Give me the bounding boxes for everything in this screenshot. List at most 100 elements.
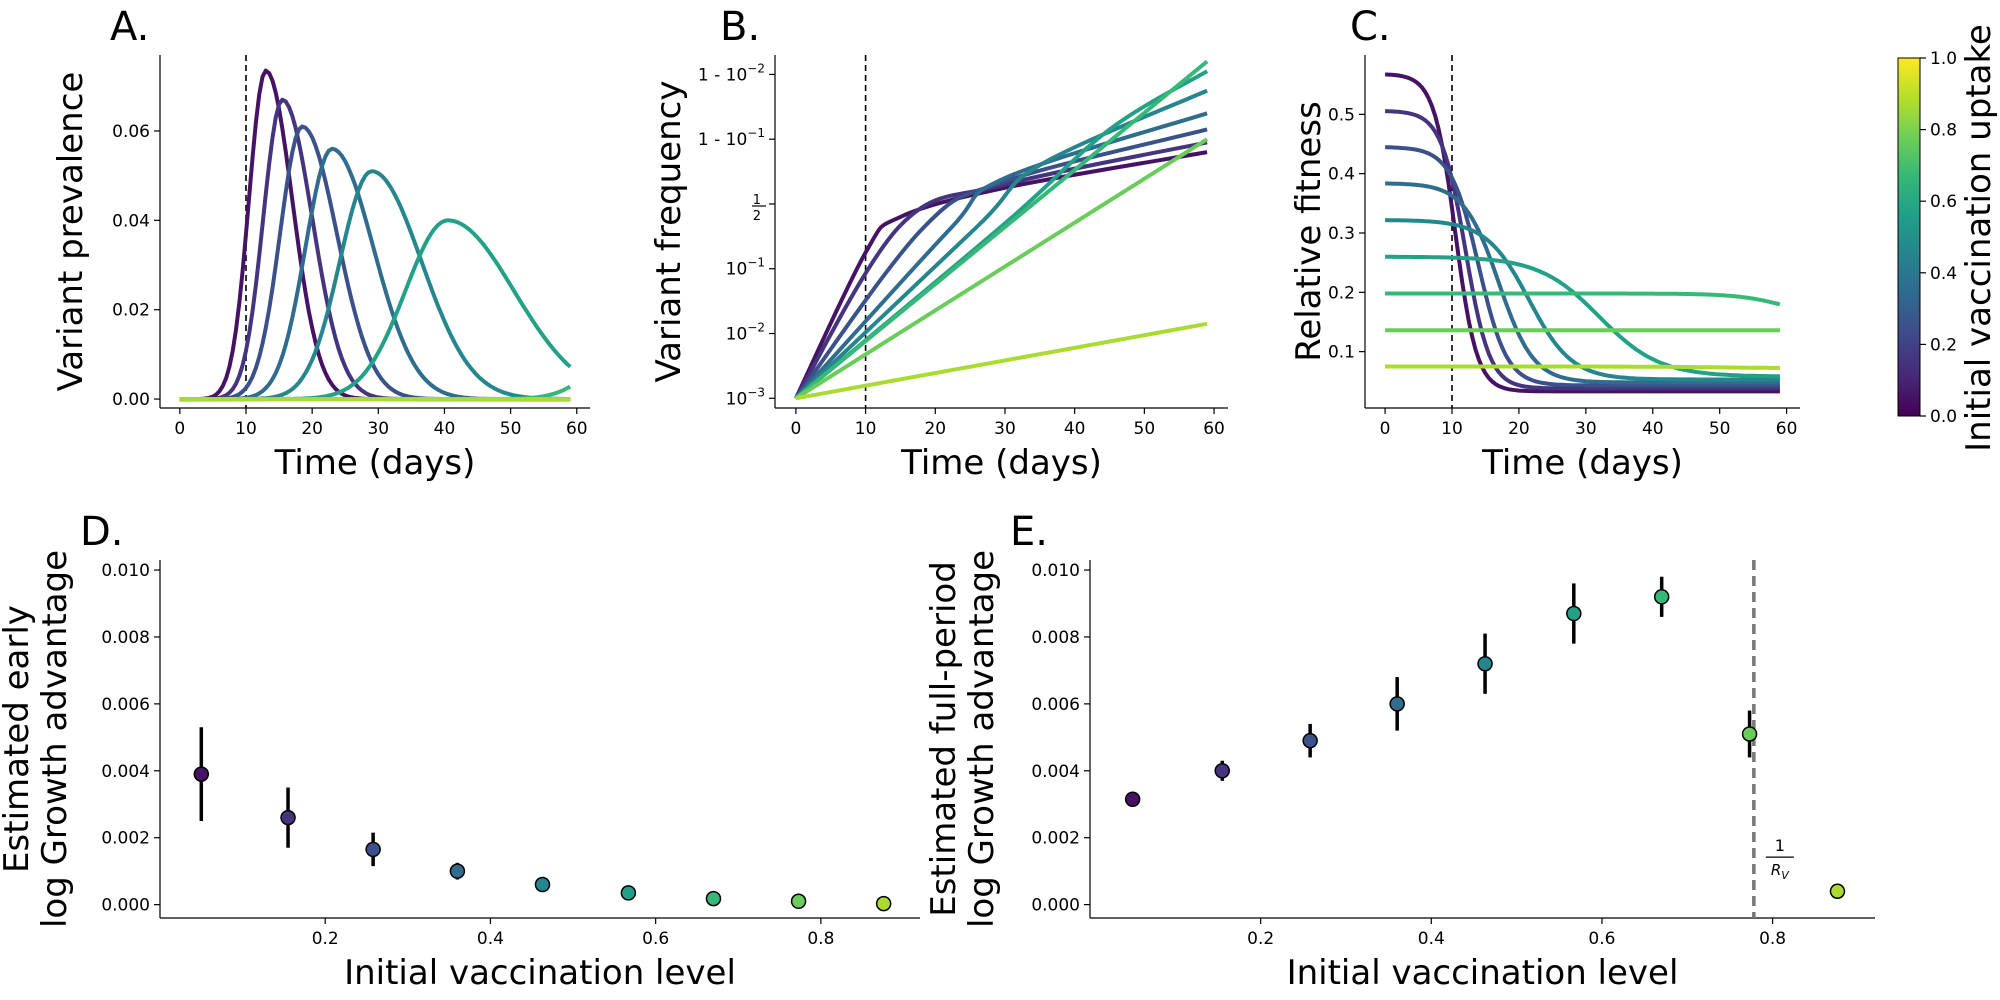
x-tick-label: 50	[1134, 419, 1156, 439]
y-tick-label: 0.06	[112, 122, 150, 142]
tick-base: 10	[726, 325, 748, 345]
x-tick-label: 60	[1776, 419, 1798, 439]
y-axis-label: Variant prevalence	[51, 72, 91, 392]
panel-label: E.	[1010, 509, 1048, 555]
data-point	[1653, 589, 1670, 605]
panels-layer: 0 10 20 30 40 50 600.000.020.040.06A.Time (day…	[0, 4, 1875, 993]
x-axis-label: Time (days)	[900, 443, 1102, 483]
y-tick-label: 10−2	[726, 321, 765, 345]
x-tick-label: 0	[790, 419, 801, 439]
colorbar-bar	[1897, 57, 1921, 417]
panel-4: 0.2 0.4 0.6 0.8 0.000 0.002 0.004 0.006 0.008 0.0…	[0, 509, 920, 993]
colorbar-tick-label: 0.8	[1930, 121, 1957, 141]
y-tick-label: 0.2	[1328, 283, 1355, 303]
x-tick-label: 0.2	[312, 929, 339, 949]
data-point	[365, 841, 381, 858]
x-axis-label: Initial vaccination level	[344, 953, 736, 993]
x-axis-label: Time (days)	[274, 443, 476, 483]
tick-exp: −3	[747, 385, 765, 399]
x-tick-label: 0.4	[477, 929, 504, 949]
y-tick-label: 10−1	[726, 256, 765, 280]
data-point	[1302, 732, 1318, 749]
x-tick-label: 20	[924, 419, 946, 439]
y-tick-label: 0.008	[101, 628, 150, 648]
x-tick-label: 0.4	[1418, 929, 1445, 949]
panel-3: 0 10 20 30 40 50 60 0.1 0.2 0.3 0.4 0.5 C. Time (days…	[1289, 4, 1800, 483]
data-point	[790, 893, 807, 910]
y-tick-label: 0.000	[101, 896, 150, 916]
colorbar-tick-label: 0.4	[1930, 264, 1957, 284]
y-tick-label: 1 - 10−1	[698, 126, 765, 150]
y-tick-label: 0.000	[1031, 896, 1080, 916]
colorbar-tick-label: 0.0	[1930, 407, 1957, 427]
y-axis-label: Estimated earlylog Growth advantage	[0, 550, 75, 928]
y-tick-label: 0.010	[1031, 561, 1080, 581]
panel-label: A.	[110, 4, 149, 50]
y-axis-label-line: log Growth advantage	[962, 550, 1002, 928]
colorbar-tick-label: 0.2	[1930, 335, 1957, 355]
tick-base: 10	[726, 260, 748, 280]
data-point	[1566, 605, 1582, 622]
data-point	[1477, 655, 1493, 672]
y-tick-label: 0.02	[112, 301, 150, 321]
y-tick-label: 0.008	[1031, 628, 1080, 648]
y-tick-label: 0.010	[101, 561, 150, 581]
series-line	[794, 137, 1209, 400]
panel-label: D.	[80, 509, 124, 555]
frac-den: 2	[753, 209, 761, 224]
data-point	[280, 809, 296, 826]
panel-label: C.	[1350, 4, 1391, 50]
x-tick-label: 40	[1642, 419, 1664, 439]
y-tick-label: 10−3	[726, 385, 765, 409]
series-line	[1385, 181, 1780, 385]
colorbar: 0.0 0.2 0.4 0.6 0.8 1.0 Initial vaccination u…	[1897, 24, 1999, 452]
series-line	[1384, 72, 1780, 394]
series-line	[1385, 109, 1780, 391]
data-point	[705, 890, 722, 907]
x-tick-label: 20	[1508, 419, 1530, 439]
x-tick-label: 40	[1064, 419, 1086, 439]
series-line	[1385, 364, 1780, 370]
data-point	[875, 895, 892, 912]
y-tick-label: 0.5	[1328, 105, 1355, 125]
reference-label-num: 1	[1775, 836, 1785, 855]
tick-base: 1 - 10	[698, 65, 747, 85]
data-point	[449, 863, 466, 879]
x-tick-label: 0	[1380, 419, 1391, 439]
data-point	[193, 766, 210, 782]
reference-label-sub: V	[1781, 869, 1790, 882]
y-axis-label-line: Estimated full-period	[924, 561, 964, 917]
series-line	[795, 321, 1208, 401]
y-axis-label: Variant frequency	[649, 81, 689, 383]
x-tick-label: 10	[1441, 419, 1463, 439]
x-tick-label: 30	[367, 419, 389, 439]
tick-exp: −2	[747, 61, 765, 75]
y-tick-label: 0.1	[1328, 343, 1355, 363]
y-axis-label-line: Estimated early	[0, 605, 37, 873]
series-line	[794, 88, 1208, 400]
y-axis-label: Relative fitness	[1289, 101, 1329, 362]
series-line	[1385, 254, 1780, 379]
series-line	[1385, 291, 1781, 307]
series-line	[794, 140, 1208, 400]
panel-5: 0.2 0.4 0.6 0.8 0.000 0.002 0.004 0.006 0.008 0.0…	[924, 509, 1875, 993]
colorbar-ticks: 0.0 0.2 0.4 0.6 0.8 1.0	[1920, 49, 1957, 427]
data-point	[1124, 791, 1141, 807]
y-tick-label: 0.004	[101, 762, 150, 782]
x-tick-label: 30	[994, 419, 1016, 439]
colorbar-label: Initial vaccination uptake	[1959, 24, 1999, 452]
x-tick-label: 0.8	[1759, 929, 1786, 949]
x-axis-label: Initial vaccination level	[1287, 953, 1679, 993]
x-tick-label: 30	[1575, 419, 1597, 439]
y-tick-label: 0.3	[1328, 224, 1355, 244]
x-tick-label: 20	[301, 419, 323, 439]
data-point	[1389, 696, 1405, 712]
series-line	[794, 111, 1208, 400]
y-tick-label: 0.006	[1031, 695, 1080, 715]
x-tick-label: 0.8	[807, 929, 834, 949]
colorbar-tick-label: 1.0	[1930, 49, 1957, 69]
y-tick-label: 0.4	[1328, 165, 1355, 185]
data-point	[534, 876, 551, 893]
